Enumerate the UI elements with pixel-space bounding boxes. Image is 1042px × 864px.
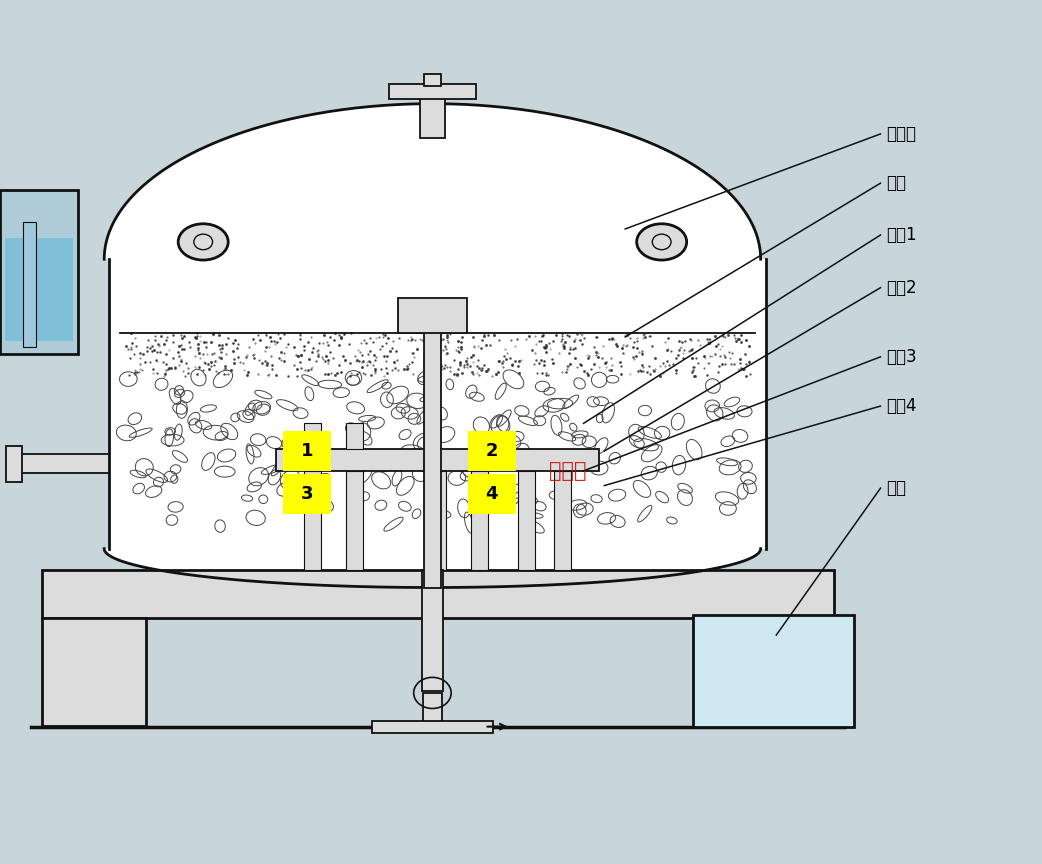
Bar (423, 693, 442, 730)
Bar (5, 238, 73, 341)
Bar (729, 618, 834, 726)
Bar (554, 471, 571, 570)
Bar (0, 190, 78, 354)
Text: 进水口: 进水口 (886, 125, 916, 143)
Bar (422, 570, 443, 691)
Bar (468, 474, 516, 514)
Bar (42, 618, 146, 726)
Text: 1: 1 (301, 442, 314, 460)
Bar (304, 423, 321, 449)
Text: 砂滤器: 砂滤器 (549, 461, 587, 481)
Bar (389, 84, 476, 99)
Bar (23, 222, 36, 347)
Bar (420, 91, 445, 138)
Bar (693, 615, 854, 727)
Bar (304, 471, 321, 570)
Bar (10, 454, 109, 473)
Text: 阀门1: 阀门1 (886, 226, 916, 244)
Text: 阀门2: 阀门2 (886, 279, 916, 296)
Bar (6, 446, 22, 482)
Bar (429, 471, 446, 570)
Bar (283, 474, 331, 514)
Bar (398, 298, 467, 333)
Bar (42, 570, 834, 618)
Ellipse shape (178, 224, 228, 260)
Bar (372, 721, 493, 733)
Polygon shape (104, 104, 766, 259)
Bar (424, 302, 441, 588)
Bar (276, 449, 599, 471)
Text: 滤料: 滤料 (886, 175, 905, 192)
Text: 2: 2 (486, 442, 498, 460)
Text: 3: 3 (301, 486, 314, 503)
Text: 阀门4: 阀门4 (886, 397, 916, 415)
Text: 4: 4 (486, 486, 498, 503)
Bar (283, 431, 331, 471)
Bar (346, 423, 363, 449)
Polygon shape (104, 549, 766, 588)
Text: 净水: 净水 (886, 480, 905, 497)
Bar (518, 471, 535, 570)
Ellipse shape (637, 224, 687, 260)
Bar (468, 431, 516, 471)
Bar (424, 74, 441, 86)
Bar (109, 259, 766, 549)
Bar (471, 471, 488, 570)
Bar (346, 471, 363, 570)
Text: 阀门3: 阀门3 (886, 348, 916, 365)
